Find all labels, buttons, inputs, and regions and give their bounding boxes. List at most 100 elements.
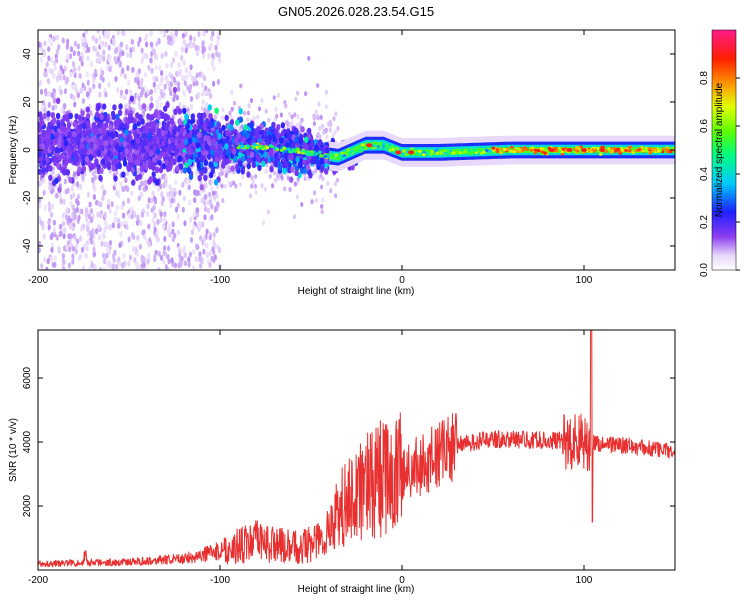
spectrogram-peak-blob xyxy=(421,153,426,157)
spectrogram-noise-blob xyxy=(331,133,335,139)
spectrogram-noise-blob xyxy=(73,214,77,221)
spectrogram-noise-blob xyxy=(75,181,79,188)
spectrogram-noise-blob xyxy=(89,61,94,67)
spectrogram-band-blob xyxy=(95,111,100,118)
spectrogram-noise-blob xyxy=(210,35,214,42)
spectrogram-noise-blob xyxy=(146,258,150,264)
spectrogram-band-blob xyxy=(108,124,114,131)
spectrogram-noise-blob xyxy=(314,168,318,174)
spectrogram-noise-blob xyxy=(203,206,208,212)
spectrogram-peak-blob xyxy=(422,147,426,151)
spectrogram-band-blob xyxy=(320,165,325,172)
spectrogram-noise-blob xyxy=(166,191,170,198)
spectrogram-band-blob xyxy=(185,123,190,130)
spectrogram-band-blob xyxy=(148,176,153,183)
spectrogram-noise-blob xyxy=(43,107,47,113)
spectrogram-band-blob xyxy=(160,111,165,119)
spectrogram-band-blob xyxy=(207,153,212,160)
spectrogram-noise-blob xyxy=(38,41,41,48)
spectrogram-band-blob xyxy=(151,171,156,178)
spectrogram-noise-blob xyxy=(48,36,52,43)
spectrogram-noise-blob xyxy=(123,73,127,80)
spectrogram-peak-blob xyxy=(574,146,579,150)
spectrogram-noise-blob xyxy=(62,74,66,81)
spectrogram-band-blob xyxy=(164,124,170,131)
spectrogram-noise-blob xyxy=(128,254,133,261)
spectrogram-noise-blob xyxy=(50,246,54,253)
spectrogram-band-blob xyxy=(142,156,148,163)
spectrogram-band-blob xyxy=(119,154,125,161)
spectrogram-band-blob xyxy=(235,119,240,126)
spectrogram-noise-blob xyxy=(107,198,111,205)
spectrogram-band-blob xyxy=(187,167,192,174)
spectrogram-noise-blob xyxy=(210,179,214,185)
spectrogram-noise-blob xyxy=(211,53,215,59)
spectrogram-noise-blob xyxy=(85,91,90,98)
spectrogram-band-blob xyxy=(203,159,209,166)
spectrogram-peak-blob xyxy=(246,144,250,148)
spectrogram-noise-blob xyxy=(93,68,98,75)
spectrogram-band-blob xyxy=(110,110,116,118)
spectrogram-noise-blob xyxy=(162,258,166,265)
spectrogram-band-blob xyxy=(161,140,166,147)
spectrogram-noise-blob xyxy=(290,120,294,126)
spectrogram-noise-blob xyxy=(303,176,307,182)
spectrogram-noise-blob xyxy=(147,223,151,230)
spectrogram-noise-blob xyxy=(183,220,187,227)
spectrogram-noise-blob xyxy=(62,220,66,227)
spectrogram-noise-blob xyxy=(46,258,50,265)
spectrogram-band-blob xyxy=(118,103,123,110)
spectrogram-noise-blob xyxy=(192,41,196,48)
spectrogram-band-blob xyxy=(241,155,246,162)
spectrogram-noise-blob xyxy=(192,248,196,255)
spectrogram-band-blob xyxy=(111,165,116,172)
spectrogram-noise-blob xyxy=(326,181,330,187)
spectrogram-band-blob xyxy=(250,130,255,137)
spectrogram-noise-blob xyxy=(193,197,197,204)
spectrogram-noise-blob xyxy=(122,252,126,259)
spectrogram-noise-blob xyxy=(190,229,194,236)
spectrogram-noise-blob xyxy=(80,208,84,215)
spectrogram-band-blob xyxy=(88,154,94,161)
spectrogram-noise-blob xyxy=(136,263,140,270)
spectrogram-noise-blob xyxy=(63,103,67,110)
spectrogram-noise-blob xyxy=(180,54,184,61)
spectrogram-noise-blob xyxy=(42,51,47,58)
spectrogram-noise-blob xyxy=(203,214,207,221)
spectrogram-noise-blob xyxy=(192,264,196,270)
spectrogram-noise-blob xyxy=(210,255,214,262)
spectrogram-band-blob xyxy=(187,137,193,144)
spectrogram-noise-blob xyxy=(159,211,163,218)
spectrogram-max-blob xyxy=(581,148,587,152)
spectrogram-noise-blob xyxy=(294,96,298,102)
spectrogram-noise-blob xyxy=(136,79,140,86)
spectrogram-noise-blob xyxy=(126,65,130,72)
spectrogram-noise-blob xyxy=(69,46,74,53)
spectrogram-noise-blob xyxy=(80,60,84,67)
spectrogram-noise-blob xyxy=(189,83,193,90)
spectrogram-noise-blob xyxy=(89,217,93,224)
spectrogram-noise-blob xyxy=(181,32,185,39)
spectrogram-noise-blob xyxy=(71,225,75,232)
spectrogram-noise-blob xyxy=(91,177,95,183)
spectrogram-peak-blob xyxy=(518,150,522,154)
spectrogram-band-blob xyxy=(213,132,218,140)
spectrogram-band-blob xyxy=(224,158,229,166)
spectrogram-band-blob xyxy=(103,122,109,129)
spectrogram-band-blob xyxy=(199,184,204,191)
spectrogram-band-blob xyxy=(195,157,200,164)
spectrogram-band-blob xyxy=(149,150,154,157)
spectrogram-band-blob xyxy=(103,140,109,147)
spectrogram-noise-blob xyxy=(150,197,154,204)
spectrogram-noise-blob xyxy=(56,75,60,82)
spectrogram-peak-blob xyxy=(502,148,507,152)
spectrogram-noise-blob xyxy=(49,255,54,262)
spectrogram-band-blob xyxy=(100,145,105,152)
spectrogram-noise-blob xyxy=(276,93,281,98)
spectrogram-noise-blob xyxy=(149,95,154,102)
spectrogram-noise-blob xyxy=(221,107,225,113)
spectrogram-peak-blob xyxy=(648,151,653,155)
spectrogram-band-blob xyxy=(57,142,62,149)
spectrogram-noise-blob xyxy=(91,72,95,79)
